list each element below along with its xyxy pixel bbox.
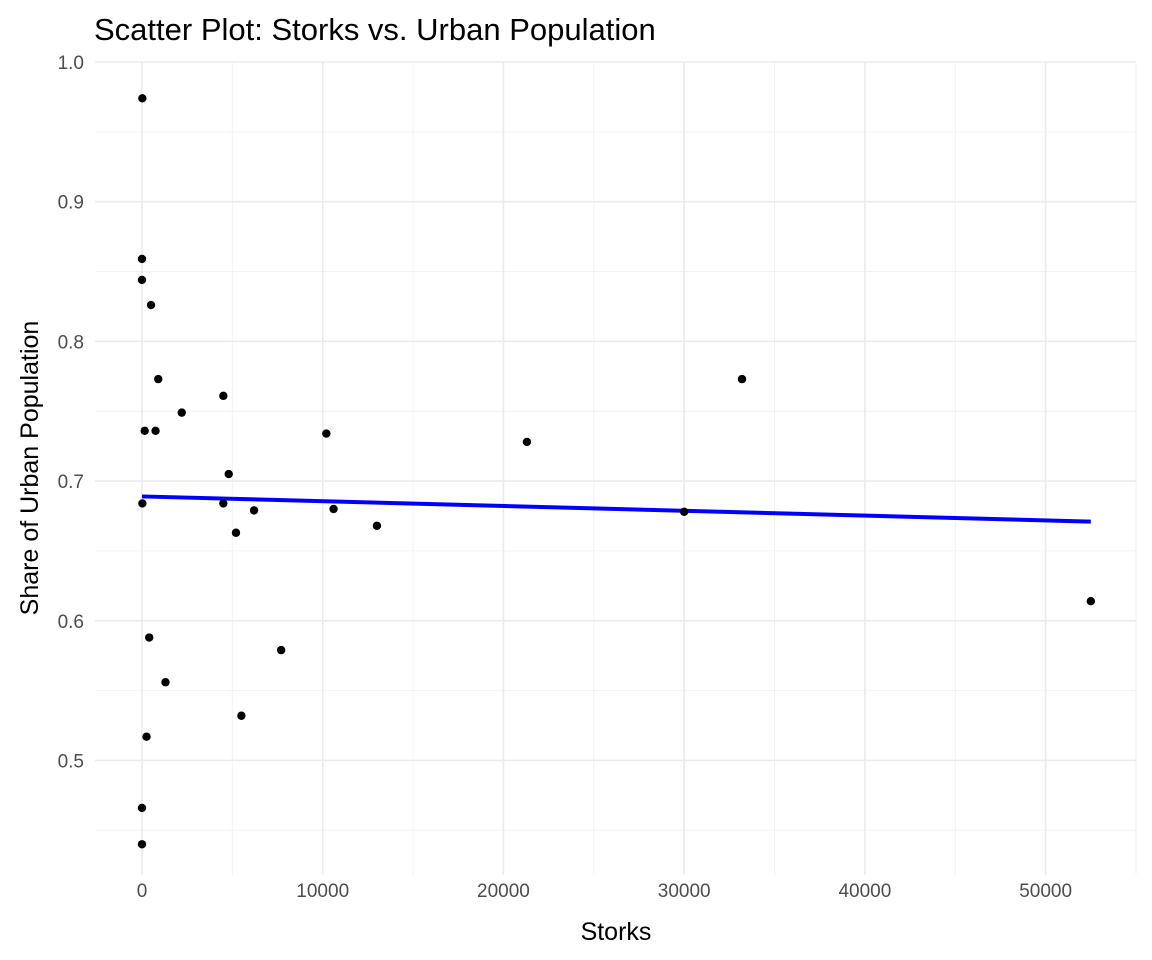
x-tick-label: 30000 <box>658 881 711 902</box>
data-point <box>1086 597 1096 606</box>
data-point <box>146 300 156 310</box>
data-point <box>737 374 747 384</box>
data-point <box>679 507 689 517</box>
x-tick-label: 50000 <box>1019 881 1072 902</box>
data-point <box>224 469 233 479</box>
y-tick-label: 0.5 <box>58 751 84 772</box>
y-tick-label: 0.8 <box>58 332 84 353</box>
data-point <box>522 437 532 447</box>
data-point <box>322 429 331 438</box>
x-tick-label: 0 <box>137 881 148 902</box>
grid <box>95 61 1137 875</box>
trend-line <box>141 494 1091 524</box>
data-point <box>137 840 147 849</box>
data-point <box>219 391 228 401</box>
x-tick-label: 10000 <box>296 881 349 902</box>
data-point <box>137 254 147 264</box>
y-tick-label: 0.7 <box>58 472 84 493</box>
data-point <box>142 732 151 741</box>
data-point <box>137 803 147 813</box>
data-point <box>237 711 246 720</box>
data-point <box>161 678 170 687</box>
chart-title: Scatter Plot: Storks vs. Urban Populatio… <box>94 12 656 47</box>
data-point <box>151 426 160 435</box>
data-point <box>137 275 147 285</box>
data-point <box>276 645 286 655</box>
data-point <box>138 499 147 508</box>
x-tick-label: 40000 <box>838 881 891 902</box>
y-axis-title: Share of Urban Population <box>16 321 44 616</box>
x-axis-title: Storks <box>581 918 652 946</box>
tick-labels: 0 10000 20000 30000 40000 50000 0.5 0.6 0.7 0.8 0.… <box>58 53 1072 902</box>
y-tick-label: 0.9 <box>58 193 84 214</box>
data-point <box>138 94 147 103</box>
data-point <box>140 426 149 435</box>
x-tick-label: 20000 <box>477 881 530 902</box>
data-point <box>372 521 382 530</box>
data-points <box>137 94 1096 849</box>
data-point <box>329 504 338 514</box>
data-point <box>219 499 228 508</box>
data-point <box>231 528 241 537</box>
y-tick-label: 0.6 <box>58 612 84 633</box>
data-point <box>154 374 163 384</box>
data-point <box>249 506 259 515</box>
data-point <box>177 408 186 417</box>
y-tick-label: 1.0 <box>58 53 84 74</box>
data-point <box>145 633 154 642</box>
